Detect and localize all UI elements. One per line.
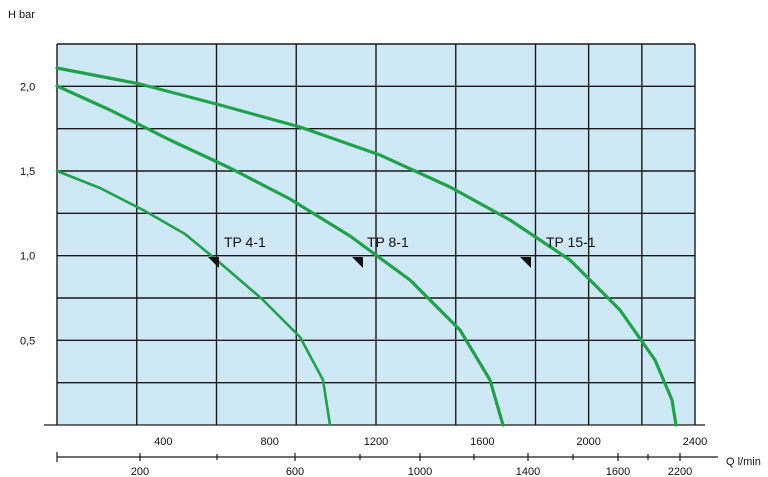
x-tick-label-lower: 1600 — [606, 466, 630, 477]
y-tick-label: 0,5 — [20, 335, 35, 347]
series-curve-tp-8-1 — [55, 84, 505, 427]
series-label: TP 8-1 — [367, 234, 409, 250]
x-tick-label-upper: 2400 — [683, 436, 707, 448]
y-tick-label: 2,0 — [20, 81, 35, 93]
y-tick-label: 1,0 — [20, 251, 35, 263]
x-tick-label-upper: 400 — [154, 436, 172, 448]
x-tick-label-lower: 1000 — [408, 466, 432, 477]
series-marker — [352, 257, 363, 268]
series-label: TP 15-1 — [546, 234, 596, 250]
x-tick-label-lower: 2200 — [668, 466, 692, 477]
series-label: TP 4-1 — [224, 234, 266, 250]
series-curve-tp-15-1 — [55, 66, 678, 427]
x-tick-label-lower: 600 — [286, 466, 304, 477]
x-tick-label-upper: 2000 — [576, 436, 600, 448]
x-tick-label-lower: 200 — [131, 466, 149, 477]
y-axis-label: H bar — [8, 9, 35, 21]
x-axis-label: Q l/min — [726, 456, 761, 468]
series-marker — [208, 257, 219, 268]
x-tick-label-upper: 1200 — [364, 436, 388, 448]
y-tick-label: 1,5 — [20, 166, 35, 178]
x-tick-label-upper: 800 — [260, 436, 278, 448]
x-tick-label-upper: 1600 — [470, 436, 494, 448]
series-marker — [520, 257, 531, 268]
x-tick-label-lower: 1400 — [516, 466, 540, 477]
